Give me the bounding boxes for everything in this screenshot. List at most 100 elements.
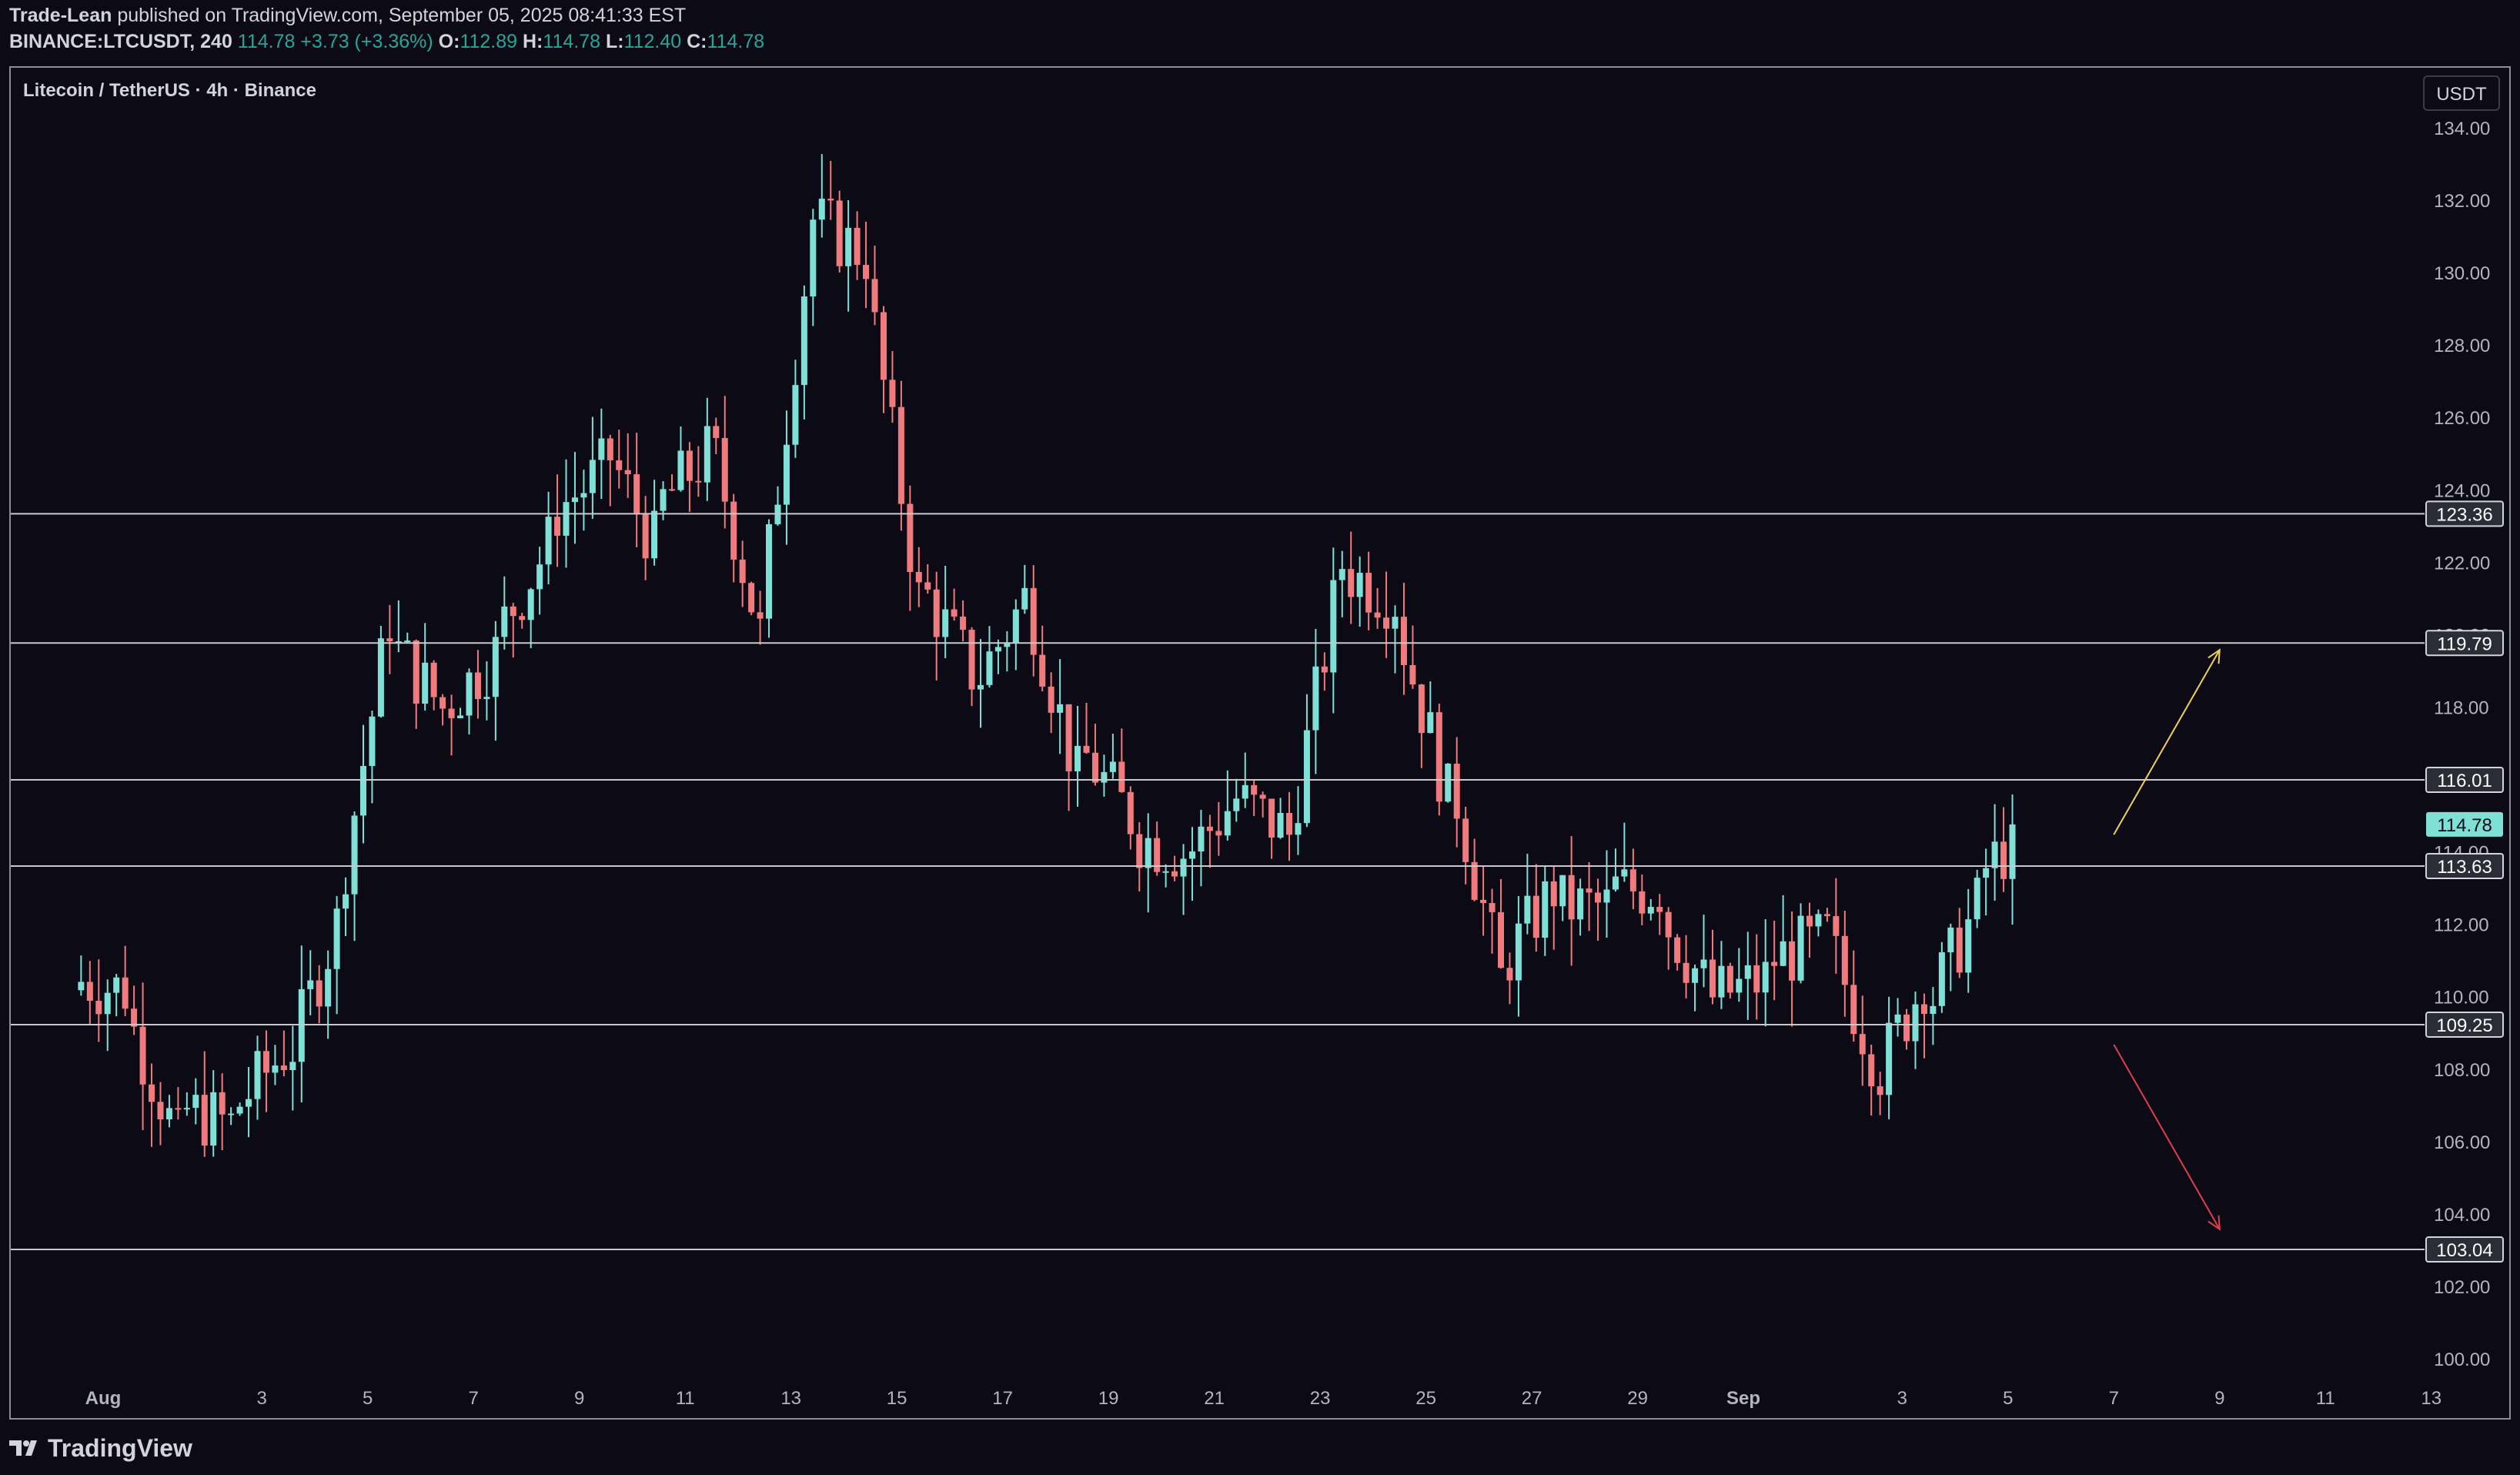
candle-body [1400,617,1407,665]
trend-arrow-down[interactable] [2113,1044,2221,1230]
x-tick-label: 9 [574,1388,584,1409]
candle-body [1330,580,1337,673]
candle-body [1188,851,1195,859]
last-price-badge [2426,811,2503,837]
candle-body [1815,914,1822,927]
candle-body [1789,941,1796,981]
open-value: 112.89 [460,31,518,52]
candle-body [1956,927,1963,973]
candle-body [1532,895,1539,938]
candle-body [607,438,613,460]
candle-body [149,1084,155,1102]
candle-body [386,638,393,642]
candle-body [1833,916,1840,936]
candle-body [377,638,384,717]
candle-body [1868,1054,1875,1087]
candle-body [519,616,526,620]
candle-body [228,1113,235,1115]
high-label: H: [523,31,543,52]
x-tick-label: 5 [2003,1388,2013,1409]
y-tick-label: 128.00 [2434,336,2490,356]
candle-body [677,450,684,490]
candle-body [818,199,825,220]
candle-body [1780,941,1786,966]
x-tick-label: 27 [1522,1388,1542,1409]
candle-body [1012,609,1019,643]
candle-body [272,1065,279,1073]
candle-body [510,606,516,617]
candle-body [483,697,490,700]
candle-body [1206,826,1213,831]
candle-body [1118,761,1125,792]
candle-body [527,589,534,620]
candle-body [1356,573,1363,597]
candle-body [201,1095,208,1146]
candle-body [668,489,676,491]
candle-body [1639,891,1646,914]
candle-body [1806,915,1813,927]
candle-body [1656,907,1663,912]
candle-body [1171,871,1178,877]
x-tick-label: 5 [363,1388,373,1409]
x-tick-label: 17 [992,1388,1013,1409]
candle-body [1886,1022,1893,1095]
candle-body [1233,798,1240,811]
candle-body [1850,985,1857,1035]
published-text: published on TradingView.com, September … [117,5,687,26]
candle-body [1920,1004,1927,1015]
candle-body [474,672,481,700]
tradingview-logo[interactable]: TradingView [9,1434,192,1463]
candle-body [1974,878,1980,920]
author-name[interactable]: Trade-Lean [9,5,112,26]
candle-body [880,312,887,380]
candle-body [721,437,728,502]
candle-body [686,450,693,481]
candle-body [359,766,367,816]
candle-body [78,982,85,991]
candle-body [1903,1014,1910,1042]
x-tick-label: 19 [1098,1388,1119,1409]
candle-body [1145,838,1151,868]
candle-body [1797,915,1804,981]
candle-body [1938,952,1945,1006]
x-tick-label: Aug [85,1388,122,1409]
x-tick-label: 3 [257,1388,267,1409]
candle-body [624,470,631,475]
candle-body [351,815,358,895]
candle-body [131,1008,138,1027]
candle-body [422,662,429,704]
candle-body [1841,935,1848,985]
currency-button[interactable]: USDT [2423,75,2500,111]
price-level-label: 109.25 [2436,1015,2492,1036]
candle-body [810,219,817,297]
candle-body [897,406,904,504]
candle-body [642,513,649,559]
candle-body [413,641,419,704]
x-tick-label: 21 [1204,1388,1225,1409]
y-tick-label: 124.00 [2434,480,2490,501]
candle-body [1427,712,1434,734]
candle-body [1374,612,1381,618]
candle-body [651,510,658,559]
candle-body [95,1001,102,1015]
candle-body [175,1108,182,1110]
candle-body [1577,888,1584,920]
candle-body [139,1026,146,1085]
candle-body [1295,823,1302,835]
candle-body [1039,654,1046,687]
price-level-badge [2425,767,2504,794]
candle-body [1462,818,1469,862]
candle-body [1674,937,1681,963]
candle-body [246,1099,252,1107]
candle-body [219,1092,226,1115]
x-tick-label: 25 [1415,1388,1436,1409]
trend-arrow-up[interactable] [2113,649,2221,835]
candle-body [1083,745,1090,753]
candle-body [986,651,993,685]
symbol-label[interactable]: BINANCE:LTCUSDT, 240 [9,31,232,52]
candle-body [1259,794,1266,799]
chart-header: Trade-Lean published on TradingView.com,… [0,0,2520,62]
candle-body [210,1092,217,1146]
candle-body [580,493,587,498]
